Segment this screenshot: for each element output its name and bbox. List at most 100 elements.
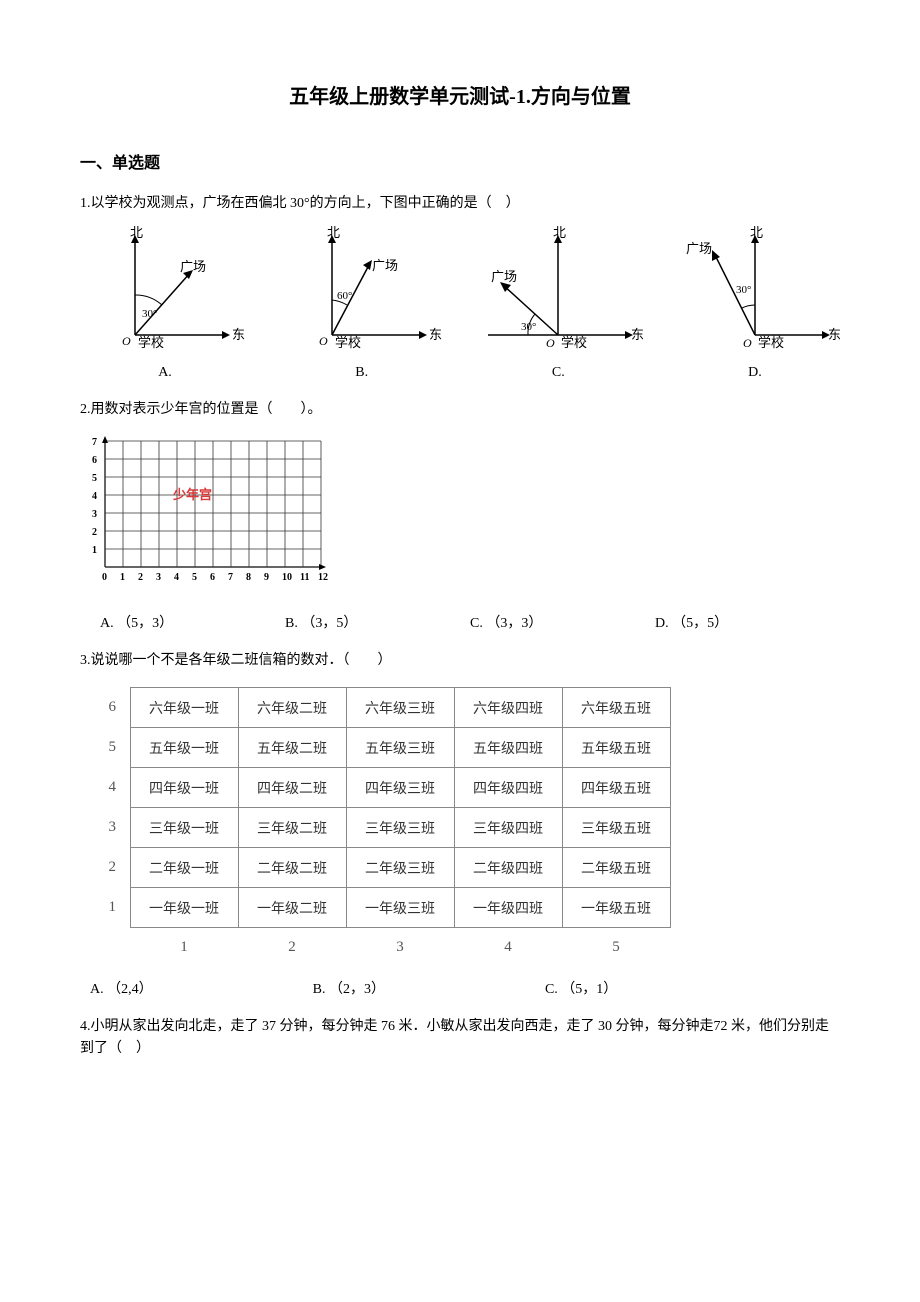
svg-text:9: 9 (264, 572, 269, 583)
col-label: 3 (346, 928, 454, 968)
q1-option-c-label: C. (552, 365, 565, 381)
origin-label: O (319, 334, 328, 348)
svg-text:7: 7 (228, 572, 233, 583)
col-label: 4 (454, 928, 562, 968)
east-label: 东 (828, 327, 840, 342)
compass-diagram-a: 北 东 O 学校 广场 30° (80, 225, 250, 360)
q2-text: 2.用数对表示少年宫的位置是（ ）。 (80, 399, 840, 421)
table-cell: 一年级五班 (562, 888, 670, 928)
svg-text:1: 1 (92, 545, 97, 556)
col-label: 1 (130, 928, 238, 968)
q2-option-c: C. （3，3） (470, 612, 655, 632)
svg-text:12: 12 (318, 572, 328, 583)
school-label: 学校 (561, 335, 587, 350)
svg-text:5: 5 (92, 473, 97, 484)
table-cell: 四年级二班 (238, 768, 346, 808)
table-cell: 四年级五班 (562, 768, 670, 808)
q1-text: 1.以学校为观测点，广场在西偏北 30°的方向上，下图中正确的是（ ） (80, 193, 840, 215)
q1-option-c-cell: 北 东 O 学校 广场 30° C. (473, 225, 643, 381)
svg-text:8: 8 (246, 572, 251, 583)
col-label: 5 (562, 928, 670, 968)
square-label: 广场 (686, 241, 712, 256)
svg-text:3: 3 (156, 572, 161, 583)
row-label: 1 (95, 888, 130, 928)
table-cell: 四年级三班 (346, 768, 454, 808)
school-label: 学校 (758, 335, 784, 350)
table-cell: 五年级一班 (130, 728, 238, 768)
north-label: 北 (130, 225, 143, 240)
table-cell: 二年级一班 (130, 848, 238, 888)
q2-option-d: D. （5，5） (655, 612, 840, 632)
svg-text:11: 11 (300, 572, 309, 583)
table-cell: 一年级一班 (130, 888, 238, 928)
document-title: 五年级上册数学单元测试-1.方向与位置 (80, 80, 840, 109)
square-label: 广场 (372, 258, 398, 273)
svg-text:少年宫: 少年宫 (172, 487, 212, 502)
row-label: 5 (95, 728, 130, 768)
q1-option-d-cell: 北 东 O 学校 广场 30° D. (670, 225, 840, 381)
school-label: 学校 (138, 335, 164, 350)
compass-diagram-c: 北 东 O 学校 广场 30° (473, 225, 643, 360)
table-cell: 三年级四班 (454, 808, 562, 848)
table-cell: 四年级四班 (454, 768, 562, 808)
east-label: 东 (631, 327, 643, 342)
grid-svg: 01234567891011121234567少年宫 (80, 432, 340, 592)
svg-text:5: 5 (192, 572, 197, 583)
svg-text:3: 3 (92, 509, 97, 520)
svg-text:1: 1 (120, 572, 125, 583)
compass-diagram-b: 北 东 O 学校 广场 60° (277, 225, 447, 360)
table-cell: 六年级二班 (238, 688, 346, 728)
compass-diagram-d: 北 东 O 学校 广场 30° (670, 225, 840, 360)
table-cell: 五年级三班 (346, 728, 454, 768)
table-cell: 五年级二班 (238, 728, 346, 768)
svg-text:4: 4 (92, 491, 97, 502)
svg-text:2: 2 (92, 527, 97, 538)
q2-grid-diagram: 01234567891011121234567少年宫 (80, 432, 840, 597)
q1-option-b-label: B. (355, 365, 368, 381)
square-label: 广场 (491, 269, 517, 284)
table-cell: 三年级五班 (562, 808, 670, 848)
table-cell: 一年级三班 (346, 888, 454, 928)
square-label: 广场 (180, 259, 206, 274)
svg-text:10: 10 (282, 572, 292, 583)
origin-label: O (122, 334, 131, 348)
angle-label: 30° (736, 284, 751, 296)
origin-label: O (546, 336, 555, 350)
q1-option-d-label: D. (748, 365, 762, 381)
table-cell: 六年级一班 (130, 688, 238, 728)
table-cell: 二年级三班 (346, 848, 454, 888)
q2-option-a: A. （5，3） (100, 612, 285, 632)
table-cell: 三年级三班 (346, 808, 454, 848)
east-label: 东 (232, 327, 245, 342)
table-cell: 六年级三班 (346, 688, 454, 728)
table-cell: 五年级五班 (562, 728, 670, 768)
mailbox-table: 6六年级一班六年级二班六年级三班六年级四班六年级五班5五年级一班五年级二班五年级… (95, 687, 671, 968)
svg-text:6: 6 (210, 572, 215, 583)
origin-label: O (743, 336, 752, 350)
q2-options-row: A. （5，3） B. （3，5） C. （3，3） D. （5，5） (80, 612, 840, 632)
table-cell: 五年级四班 (454, 728, 562, 768)
q3-table-container: 6六年级一班六年级二班六年级三班六年级四班六年级五班5五年级一班五年级二班五年级… (95, 687, 840, 968)
angle-label: 30° (142, 308, 157, 320)
row-label: 2 (95, 848, 130, 888)
svg-text:6: 6 (92, 455, 97, 466)
school-label: 学校 (335, 335, 361, 350)
q1-option-a-label: A. (158, 365, 172, 381)
table-cell: 四年级一班 (130, 768, 238, 808)
row-label: 3 (95, 808, 130, 848)
svg-text:7: 7 (92, 437, 97, 448)
north-label: 北 (553, 225, 566, 240)
q3-text: 3.说说哪一个不是各年级二班信箱的数对．（ ） (80, 650, 840, 672)
table-cell: 六年级五班 (562, 688, 670, 728)
table-cell: 二年级五班 (562, 848, 670, 888)
q3-option-c: C. （5，1） (545, 978, 617, 998)
row-label: 6 (95, 688, 130, 728)
table-cell: 六年级四班 (454, 688, 562, 728)
table-cell: 二年级四班 (454, 848, 562, 888)
svg-text:4: 4 (174, 572, 179, 583)
north-label: 北 (327, 225, 340, 240)
q1-options-row: 北 东 O 学校 广场 30° A. 北 东 O 学校 广场 60° B. (80, 225, 840, 381)
col-label: 2 (238, 928, 346, 968)
table-cell: 三年级一班 (130, 808, 238, 848)
angle-label: 30° (521, 321, 536, 333)
